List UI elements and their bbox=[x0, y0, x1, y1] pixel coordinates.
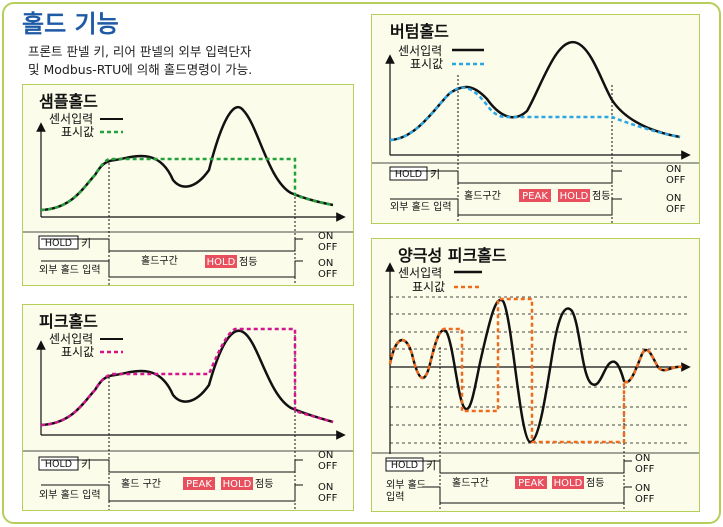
description-line-1: 프론트 판넬 키, 리어 판넬의 외부 입력단자 bbox=[28, 44, 252, 59]
on-label: ON bbox=[318, 482, 333, 493]
blink-label: 점등 bbox=[255, 478, 273, 490]
blink-label: 점등 bbox=[239, 256, 257, 268]
peak-badge bbox=[183, 477, 215, 490]
external-input-label: 외부 홀드 입력 bbox=[390, 200, 452, 213]
display-value-curve bbox=[40, 157, 334, 212]
panel-title: 샘플홀드 bbox=[39, 92, 98, 111]
peak-badge bbox=[515, 476, 547, 489]
legend-sensor-label: 센서입력 bbox=[49, 112, 93, 126]
hold-key-signal bbox=[390, 170, 622, 184]
off-label: OFF bbox=[318, 493, 338, 504]
hold-period-label: 홀드구간 bbox=[141, 254, 178, 267]
external-input-label-line2: 입력 bbox=[386, 490, 404, 503]
hold-badge bbox=[558, 189, 590, 202]
hold-key-signal bbox=[41, 459, 303, 473]
external-input-label: 외부 홀드 입력 bbox=[39, 263, 101, 276]
hold-badge bbox=[552, 476, 584, 489]
hold-badge-text: HOLD bbox=[207, 257, 236, 268]
key-suffix: 키 bbox=[426, 459, 436, 472]
off-label: OFF bbox=[635, 494, 655, 505]
panel-title: 버텀홀드 bbox=[390, 22, 449, 41]
hold-key-text: HOLD bbox=[395, 169, 422, 180]
hold-period-label: 홀드구간 bbox=[464, 189, 501, 202]
hold-badge-text: HOLD bbox=[560, 191, 589, 202]
external-input-signal bbox=[422, 486, 632, 504]
panel-title: 피크홀드 bbox=[39, 312, 98, 331]
on-label: ON bbox=[318, 258, 333, 269]
external-input-signal bbox=[390, 198, 622, 216]
key-suffix: 키 bbox=[430, 168, 440, 181]
external-input-label-line1: 외부 홀드 bbox=[386, 478, 426, 491]
blink-label: 점등 bbox=[592, 190, 610, 202]
legend-sensor-label: 센서입력 bbox=[398, 44, 442, 58]
on-label: ON bbox=[666, 164, 681, 175]
hold-badge bbox=[205, 255, 237, 268]
off-label: OFF bbox=[635, 464, 655, 475]
external-input-label: 외부 홀드 입력 bbox=[39, 488, 101, 501]
hold-period-label: 홀드 구간 bbox=[121, 477, 161, 490]
hold-key-badge bbox=[389, 166, 428, 181]
legend-display-label: 표시값 bbox=[61, 125, 94, 139]
off-label: OFF bbox=[318, 269, 338, 280]
hold-badge-text: HOLD bbox=[554, 478, 583, 489]
legend-sensor-label: 센서입력 bbox=[398, 266, 442, 280]
hold-badge-text: HOLD bbox=[223, 479, 252, 490]
hold-key-text: HOLD bbox=[391, 460, 418, 471]
peak-badge-text: PEAK bbox=[522, 191, 548, 202]
hold-key-text: HOLD bbox=[45, 238, 72, 249]
hold-key-signal bbox=[41, 238, 303, 252]
peak-hold-panel: 피크홀드 센서입력 표시값 HOLD 키 외부 홀드 입력 홀드 구간 PEAK… bbox=[22, 304, 354, 511]
external-input-signal bbox=[41, 260, 303, 278]
sensor-input-curve bbox=[40, 329, 334, 427]
peak-badge bbox=[519, 189, 551, 202]
legend-display-label: 표시값 bbox=[410, 57, 443, 71]
legend-sensor-label: 센서입력 bbox=[49, 332, 93, 346]
blink-label: 점등 bbox=[586, 477, 604, 489]
display-value-curve bbox=[40, 327, 334, 427]
legend-display-label: 표시값 bbox=[412, 280, 445, 294]
off-label: OFF bbox=[318, 242, 338, 253]
on-label: ON bbox=[666, 193, 681, 204]
on-label: ON bbox=[635, 453, 650, 464]
external-input-signal bbox=[41, 484, 303, 502]
hold-badge bbox=[221, 477, 253, 490]
off-label: OFF bbox=[666, 204, 686, 215]
hold-key-signal bbox=[386, 460, 632, 474]
off-label: OFF bbox=[666, 175, 686, 186]
hold-key-text: HOLD bbox=[45, 459, 72, 470]
on-label: ON bbox=[318, 450, 333, 461]
panel-title: 양극성 피크홀드 bbox=[398, 246, 507, 265]
on-label: ON bbox=[635, 483, 650, 494]
off-label: OFF bbox=[318, 461, 338, 472]
bipolar-peak-hold-panel: 양극성 피크홀드 센서입력 표시값 HOLD 키 외부 홀드 입력 홀드구간 P… bbox=[371, 238, 700, 512]
description-line-2: 및 Modbus-RTU에 의해 홀드명령이 가능. bbox=[28, 62, 253, 77]
key-suffix: 키 bbox=[81, 458, 91, 471]
key-suffix: 키 bbox=[81, 237, 91, 250]
legend-display-label: 표시값 bbox=[61, 345, 94, 359]
sample-hold-panel: 샘플홀드 센서입력 표시값 HOLD 키 외부 홀드 입력 홀드구간 HOLD … bbox=[22, 84, 354, 286]
page-title: 홀드 기능 bbox=[22, 10, 119, 38]
sensor-input-curve bbox=[388, 298, 683, 444]
peak-badge-text: PEAK bbox=[518, 478, 544, 489]
display-value-curve bbox=[388, 297, 683, 444]
display-value-curve bbox=[389, 86, 681, 142]
bottom-hold-panel: 버텀홀드 센서입력 표시값 HOLD 키 외부 홀드 입력 홀드구간 PEAK … bbox=[371, 14, 700, 224]
hold-period-label: 홀드구간 bbox=[452, 476, 489, 489]
peak-badge-text: PEAK bbox=[186, 479, 212, 490]
on-label: ON bbox=[318, 231, 333, 242]
